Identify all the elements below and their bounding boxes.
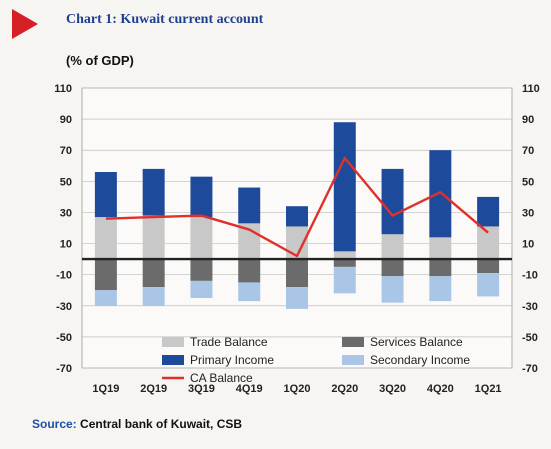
bar-trade-balance [94,217,117,260]
bar-secondary-income [94,290,117,306]
bar-services-balance [429,259,452,277]
y-tick-label-left: 90 [60,114,72,126]
legend-swatch [342,337,364,347]
bar-primary-income [286,206,308,227]
bar-primary-income [477,196,500,227]
legend-swatch [342,355,364,365]
bar-secondary-income [333,266,356,294]
x-tick-label: 3Q20 [379,383,406,395]
bar-trade-balance [381,234,404,260]
x-tick-label: 3Q19 [188,383,215,395]
y-tick-label-right: 30 [522,207,534,219]
chart-title: Chart 1: Kuwait current account [66,12,264,27]
y-tick-label-right: -70 [522,363,538,375]
bar-secondary-income [190,280,213,298]
bar-trade-balance [477,226,500,260]
x-tick-label: 1Q19 [92,383,119,395]
y-tick-label-left: 50 [60,176,72,188]
bar-primary-income [142,168,165,216]
bar-services-balance [238,259,261,283]
legend-label: Secondary Income [370,353,470,367]
x-tick-label: 4Q19 [236,383,263,395]
bar-primary-income [381,168,404,235]
y-tick-label-left: 70 [60,145,72,157]
y-tick-label-right: 90 [522,114,534,126]
bar-secondary-income [286,287,308,309]
x-tick-label: 2Q19 [140,383,167,395]
x-tick-label: 2Q20 [331,383,358,395]
y-tick-label-right: -50 [522,332,538,344]
bar-services-balance [286,259,308,288]
bar-secondary-income [238,282,261,302]
source-label: Source: [32,417,77,431]
y-tick-label-left: -10 [56,270,72,282]
y-tick-label-right: -30 [522,301,538,313]
legend-label: CA Balance [190,371,253,385]
legend-swatch [162,355,184,365]
bar-primary-income [238,187,261,224]
y-tick-label-left: -30 [56,301,72,313]
bar-secondary-income [142,287,165,306]
y-tick-label-left: -70 [56,363,72,375]
bar-services-balance [142,259,165,288]
legend-label: Primary Income [190,353,274,367]
bar-trade-balance [333,251,356,260]
title-arrow-icon [12,9,38,39]
bar-secondary-income [381,276,404,303]
bar-primary-income [94,172,117,218]
bar-services-balance [333,259,356,267]
y-tick-label-right: 110 [522,83,540,95]
chart-source: Source: Central bank of Kuwait, CSB [32,417,242,431]
y-tick-label-left: 30 [60,207,72,219]
x-tick-label: 4Q20 [427,383,454,395]
bar-trade-balance [286,226,308,260]
y-tick-label-right: 10 [522,239,534,251]
legend-swatch [162,337,184,347]
y-tick-label-left: 110 [54,83,72,95]
x-tick-label: 1Q21 [475,383,502,395]
y-tick-label-right: -10 [522,270,538,282]
bar-services-balance [94,259,117,291]
legend-label: Trade Balance [190,335,268,349]
bar-services-balance [381,259,404,277]
x-tick-label: 1Q20 [284,383,311,395]
bar-primary-income [190,176,213,218]
bar-secondary-income [429,276,452,302]
bar-primary-income [333,122,356,252]
source-text: Central bank of Kuwait, CSB [80,417,243,431]
bar-trade-balance [190,217,213,260]
bar-secondary-income [477,273,500,297]
bar-services-balance [477,259,500,274]
bar-trade-balance [429,237,452,260]
y-tick-label-right: 50 [522,176,534,188]
legend-label: Services Balance [370,335,463,349]
bar-trade-balance [142,215,165,260]
y-tick-label-left: 10 [60,239,72,251]
chart-unit-label: (% of GDP) [66,53,134,68]
bar-services-balance [190,259,213,281]
y-tick-label-left: -50 [56,332,72,344]
y-tick-label-right: 70 [522,145,534,157]
